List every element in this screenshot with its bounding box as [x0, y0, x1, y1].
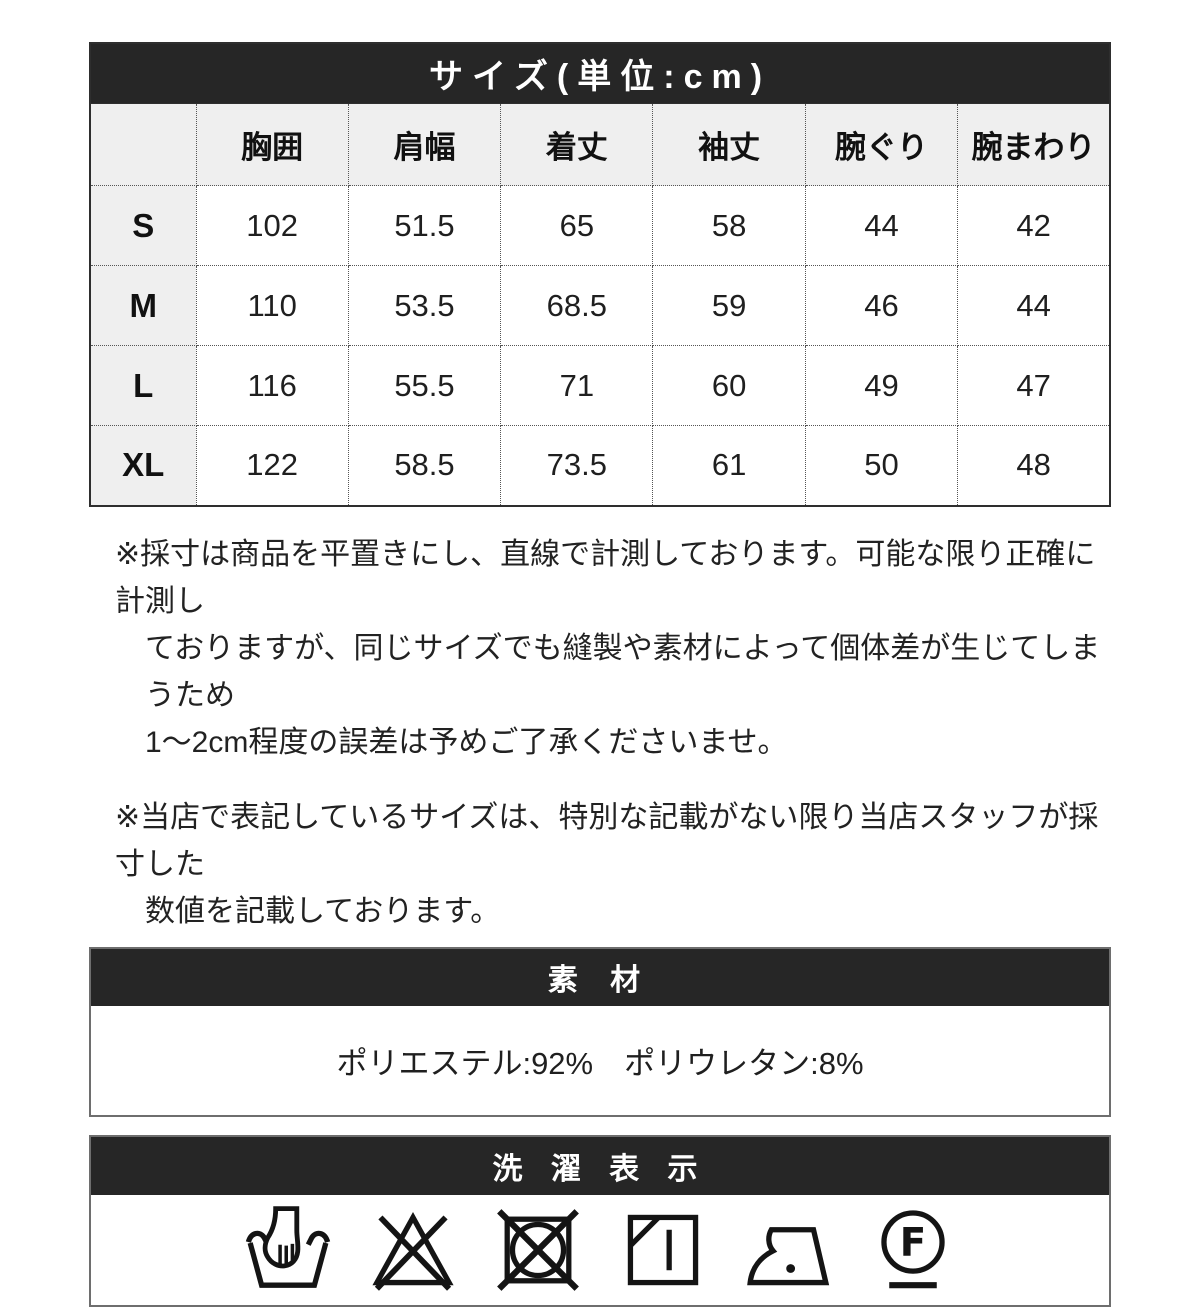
size-table: 胸囲 肩幅 着丈 袖丈 腕ぐり 腕まわり S 102 51.5 65 58 [89, 103, 1111, 507]
column-header-shoulder: 肩幅 [347, 103, 502, 186]
corner-cell [89, 103, 197, 186]
size-value-cell: 47 [957, 345, 1111, 426]
note-line: 1〜2cm程度の誤差は予めご了承くださいませ。 [145, 725, 788, 759]
size-value-cell: 44 [957, 265, 1111, 346]
size-value-cell: 102 [195, 185, 349, 266]
size-table-header-row: 胸囲 肩幅 着丈 袖丈 腕ぐり 腕まわり [89, 103, 1111, 186]
table-row-s: S 102 51.5 65 58 44 42 [89, 185, 1111, 266]
laundry-section-title: 洗 濯 表 示 [492, 1152, 708, 1186]
size-value-cell: 61 [652, 425, 806, 506]
table-row-l: L 116 55.5 71 60 49 47 [89, 345, 1111, 426]
size-value-cell: 71 [500, 345, 654, 426]
size-value-cell: 50 [804, 425, 959, 506]
size-value-cell: 60 [652, 345, 806, 426]
size-value-cell: 49 [804, 345, 959, 426]
size-section-title: サイズ(単位:cm) [428, 58, 772, 96]
svg-text:F: F [899, 1220, 925, 1265]
material-body: ポリエステル:92% ポリウレタン:8% [91, 1005, 1109, 1115]
size-value-cell: 58 [652, 185, 806, 266]
material-section-title: 素 材 [547, 964, 653, 997]
do-not-bleach-icon [371, 1211, 454, 1291]
row-label-s: S [89, 185, 197, 266]
laundry-icons-row: F [91, 1194, 1109, 1305]
size-value-cell: 46 [804, 265, 959, 346]
size-section: サイズ(単位:cm) 胸囲 肩幅 着丈 袖丈 腕ぐり 腕まわり [89, 42, 1111, 507]
note-line: 数値を記載しております。 [145, 894, 501, 928]
note-line: ※当店で表記しているサイズは、特別な記載がない限り当店スタッフが採寸した [115, 800, 1099, 881]
size-value-cell: 116 [195, 345, 349, 426]
size-value-cell: 122 [195, 425, 349, 506]
note-measurement-accuracy: ※採寸は商品を平置きにし、直線で計測しております。可能な限り正確に計測し ており… [89, 531, 1111, 766]
laundry-section: 洗 濯 表 示 [89, 1134, 1111, 1307]
size-section-header: サイズ(単位:cm) [89, 42, 1111, 103]
row-label-l: L [89, 345, 197, 426]
column-header-arm-circumference: 腕まわり [957, 103, 1111, 186]
material-section: 素 材 ポリエステル:92% ポリウレタン:8% [89, 946, 1111, 1117]
measurement-notes: ※採寸は商品を平置きにし、直線で計測しております。可能な限り正確に計測し ており… [89, 531, 1111, 935]
size-value-cell: 68.5 [500, 265, 654, 346]
size-value-cell: 51.5 [347, 185, 502, 266]
column-header-chest: 胸囲 [195, 103, 349, 186]
column-header-armhole: 腕ぐり [804, 103, 959, 186]
column-header-length: 着丈 [500, 103, 654, 186]
material-section-header: 素 材 [91, 948, 1109, 1006]
table-row-m: M 110 53.5 68.5 59 46 44 [89, 265, 1111, 346]
do-not-tumble-dry-icon [496, 1208, 579, 1291]
hand-wash-icon [245, 1205, 330, 1288]
size-value-cell: 73.5 [500, 425, 654, 506]
row-label-m: M [89, 265, 197, 346]
line-dry-in-shade-icon [627, 1214, 698, 1285]
size-value-cell: 110 [195, 265, 349, 346]
laundry-section-header: 洗 濯 表 示 [91, 1136, 1109, 1195]
size-value-cell: 44 [804, 185, 959, 266]
note-line: ※採寸は商品を平置きにし、直線で計測しております。可能な限り正確に計測し [115, 537, 1096, 618]
note-staff-measured: ※当店で表記しているサイズは、特別な記載がない限り当店スタッフが採寸した 数値を… [89, 794, 1111, 935]
iron-low-heat-icon [746, 1226, 829, 1285]
size-value-cell: 42 [957, 185, 1111, 266]
table-row-xl: XL 122 58.5 73.5 61 50 48 [89, 425, 1111, 506]
dry-clean-f-gentle-icon: F [880, 1209, 945, 1288]
size-value-cell: 53.5 [347, 265, 502, 346]
size-value-cell: 48 [957, 425, 1111, 506]
row-label-xl: XL [89, 425, 197, 506]
size-value-cell: 65 [500, 185, 654, 266]
size-value-cell: 59 [652, 265, 806, 346]
material-composition: ポリエステル:92% ポリウレタン:8% [336, 1045, 864, 1081]
size-chart-content: サイズ(単位:cm) 胸囲 肩幅 着丈 袖丈 腕ぐり 腕まわり [89, 0, 1111, 1307]
size-value-cell: 58.5 [347, 425, 502, 506]
column-header-sleeve: 袖丈 [652, 103, 806, 186]
size-chart-page: サイズ(単位:cm) 胸囲 肩幅 着丈 袖丈 腕ぐり 腕まわり [89, 42, 1111, 1307]
note-line: ておりますが、同じサイズでも縫製や素材によって個体差が生じてしまうため [145, 631, 1101, 712]
size-value-cell: 55.5 [347, 345, 502, 426]
